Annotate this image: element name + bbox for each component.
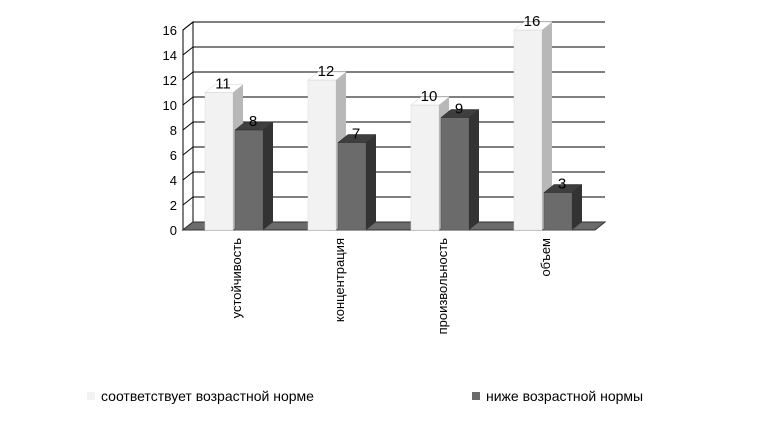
legend-item-series-2: ниже возрастной нормы <box>472 388 643 404</box>
y-tick-label-6: 6 <box>170 148 177 163</box>
bar-2-2 <box>337 142 367 231</box>
gridline-12 <box>182 71 605 81</box>
bar-top-2-3 <box>440 109 480 118</box>
bar-top-2-4 <box>543 184 583 193</box>
bar-side-2-1 <box>263 122 273 230</box>
y-tick-label-8: 8 <box>170 123 177 138</box>
bars <box>204 21 583 231</box>
bar-2-4 <box>543 192 573 231</box>
y-tick-label-4: 4 <box>170 173 177 188</box>
category-label-3: произвольность <box>435 238 450 335</box>
data-label-2-1: 8 <box>249 113 257 130</box>
y-tick-label-2: 2 <box>170 198 177 213</box>
bar-top-2-1 <box>234 121 274 131</box>
y-tick-label-14: 14 <box>163 48 177 63</box>
data-label-2-4: 3 <box>558 176 566 193</box>
bar-1-1 <box>204 92 234 231</box>
legend-swatch-series-2 <box>472 392 480 400</box>
y-tick-label-16: 16 <box>163 23 177 38</box>
category-labels: устойчивость концентрация произвольность об… <box>229 238 553 335</box>
legend-swatch-series-1 <box>87 392 95 400</box>
bar-side-2-2 <box>366 134 376 230</box>
data-label-2-2: 7 <box>352 126 360 143</box>
gridline-14 <box>182 46 605 56</box>
y-tick-label-10: 10 <box>163 98 177 113</box>
y-tick-label-12: 12 <box>163 73 177 88</box>
legend-label-series-2: ниже возрастной нормы <box>486 388 644 404</box>
data-label-1-4: 16 <box>524 13 541 30</box>
bar-top-2-2 <box>337 134 377 143</box>
legend: соответствует возрастной норме ниже возр… <box>0 388 760 410</box>
bar-2-1 <box>234 129 264 231</box>
bar-1-3 <box>410 104 440 231</box>
y-tick-label-0: 0 <box>170 223 177 238</box>
bar-side-2-4 <box>572 184 582 230</box>
y-axis-ticks: 0 2 4 6 8 10 12 14 16 <box>163 23 177 238</box>
category-label-4: объем <box>538 238 553 277</box>
bar-side-2-3 <box>469 109 479 230</box>
data-labels: 11 8 12 7 10 9 16 3 <box>215 13 566 193</box>
gridline-10 <box>182 96 605 106</box>
bar-side-1-4 <box>542 22 552 230</box>
bar-top-1-1 <box>204 84 244 93</box>
data-label-2-3: 9 <box>455 101 463 118</box>
bar-top-1-3 <box>410 96 450 106</box>
data-label-1-1: 11 <box>215 76 231 93</box>
data-label-1-3: 10 <box>421 88 438 105</box>
bar-1-4 <box>513 29 543 231</box>
category-label-2: концентрация <box>332 238 347 322</box>
bar-2-3 <box>440 117 470 231</box>
legend-item-series-1: соответствует возрастной норме <box>87 388 314 404</box>
data-label-1-2: 12 <box>318 63 335 80</box>
category-label-1: устойчивость <box>229 238 244 319</box>
gridline-16 <box>182 21 605 31</box>
bar-1-2 <box>307 79 337 231</box>
legend-label-series-1: соответствует возрастной норме <box>101 388 314 404</box>
bar-top-1-4 <box>513 21 553 31</box>
bar-top-1-2 <box>307 71 347 81</box>
